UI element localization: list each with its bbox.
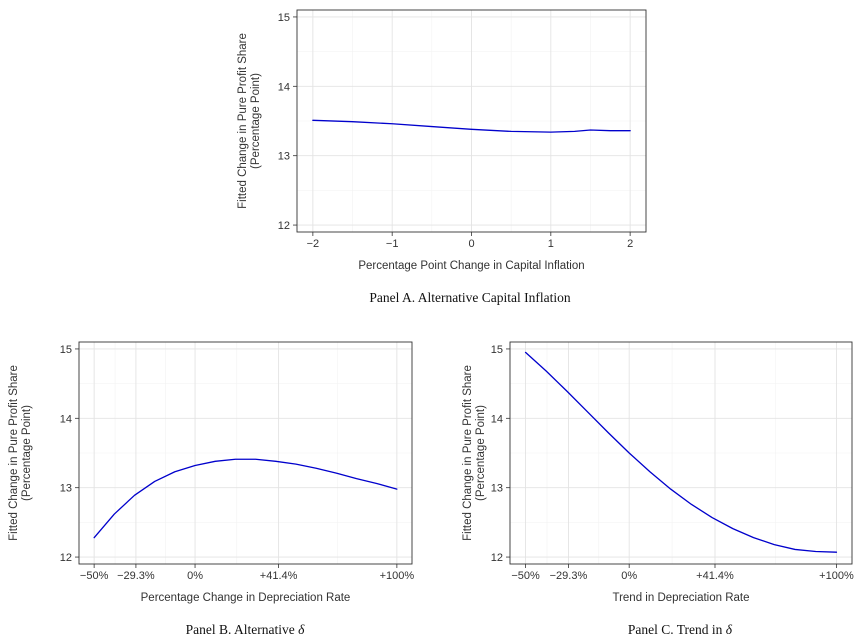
y-tick-label: 12 [60,552,72,564]
panel-caption: Panel A. Alternative Capital Inflation [369,290,571,305]
x-tick-label: −1 [386,238,399,250]
x-tick-label: +100% [819,570,854,582]
x-tick-label: 0% [187,570,203,582]
panel-caption-prefix: Panel B. Alternative [186,622,298,637]
x-tick-label: −50% [80,570,109,582]
x-axis-title: Percentage Point Change in Capital Infla… [358,260,584,272]
panel-c: −50% −29.3% 0% +41.4% +100% 12 13 14 15 Trend in … [462,341,854,637]
panel-b: −50% −29.3% 0% +41.4% +100% 12 13 14 15 Percentag… [8,341,415,637]
y-tick-label: 14 [278,81,290,93]
series-line-panel-c [524,351,838,553]
series-line-panel-a [312,119,631,133]
y-tick-label: 12 [278,220,290,232]
y-tick-label: 15 [60,344,72,356]
x-tick-label: +100% [380,570,415,582]
panel-caption-prefix: Panel C. Trend in [628,622,726,637]
panel-caption: Panel B. Alternative δ [186,622,305,637]
panel-border [509,341,853,565]
y-tick-label: 13 [278,151,290,163]
y-tick-label: 14 [60,413,72,425]
y-axis-title-line-1: Fitted Change in Pure Profit Share [8,365,20,541]
x-tick-label: 1 [548,238,554,250]
y-axis-title: Fitted Change in Pure Profit Share(Perce… [462,365,487,541]
y-axis-title-line-2: (Percentage Point) [21,405,33,501]
x-tick-label: −29.3% [550,570,588,582]
series-line-panel-b [93,458,398,539]
x-tick-label: +41.4% [696,570,734,582]
y-axis-title: Fitted Change in Pure Profit Share(Perce… [237,33,262,209]
y-tick-label: 14 [491,413,503,425]
y-axis-title-line-1: Fitted Change in Pure Profit Share [237,33,249,209]
x-tick-label: −29.3% [117,570,155,582]
x-axis-title: Percentage Change in Depreciation Rate [141,592,351,604]
y-axis-title: Fitted Change in Pure Profit Share(Perce… [8,365,33,541]
y-tick-label: 13 [60,483,72,495]
x-tick-label: −2 [307,238,320,250]
y-axis-title-line-1: Fitted Change in Pure Profit Share [462,365,474,541]
panel-caption-symbol: δ [726,622,733,637]
y-axis-title-line-2: (Percentage Point) [475,405,487,501]
y-tick-label: 12 [491,552,503,564]
x-tick-label: −50% [511,570,540,582]
panel-caption-symbol: δ [298,622,305,637]
x-tick-label: 0% [621,570,637,582]
panel-caption: Panel C. Trend in δ [628,622,733,637]
x-axis-title: Trend in Depreciation Rate [612,592,749,604]
panel-border [78,341,413,565]
x-tick-label: 2 [627,238,633,250]
y-tick-label: 15 [278,12,290,24]
x-tick-label: 0 [468,238,474,250]
y-tick-label: 13 [491,483,503,495]
y-axis-title-line-2: (Percentage Point) [250,73,262,169]
y-tick-label: 15 [491,344,503,356]
x-tick-label: +41.4% [260,570,298,582]
